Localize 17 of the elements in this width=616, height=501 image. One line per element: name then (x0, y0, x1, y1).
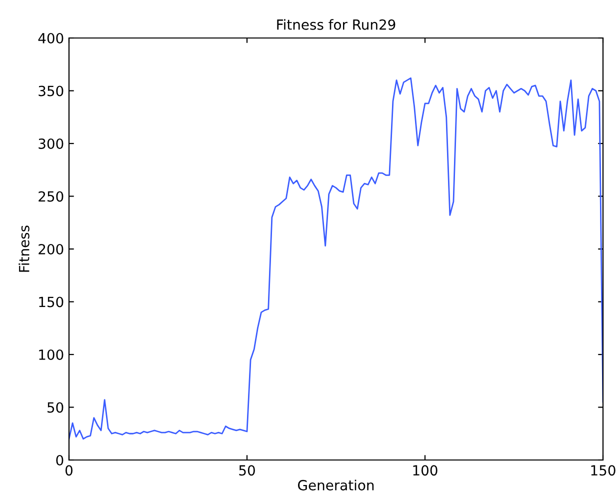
x-tick-label: 0 (65, 465, 72, 476)
y-tick-label: 100 (39, 349, 64, 360)
y-tick-label: 0 (56, 454, 64, 466)
y-axis-title: Fitness (18, 226, 30, 272)
x-tick-label: 100 (413, 465, 438, 476)
y-tick-label: 350 (38, 86, 64, 96)
y-tick-label: 50 (48, 402, 64, 413)
y-tick-label: 150 (39, 296, 64, 308)
y-tick-label: 250 (38, 191, 64, 202)
y-tick-label: 200 (38, 244, 64, 254)
x-tick-label: 150 (591, 465, 616, 476)
line-series (69, 77, 603, 440)
x-tick-label: 50 (239, 465, 255, 476)
y-tick-label: 300 (38, 138, 64, 149)
x-axis-title: Generation (298, 480, 374, 490)
y-tick-label: 400 (38, 32, 64, 44)
chart-title: Fitness for Run29 (277, 19, 396, 30)
